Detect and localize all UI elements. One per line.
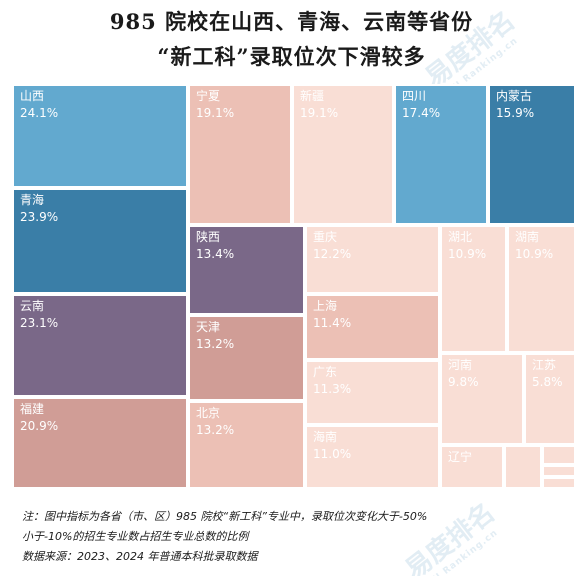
treemap-cell-value: 11.3% [313, 382, 352, 396]
treemap-cell-value: 19.1% [196, 106, 235, 120]
treemap-cell-value: 12.2% [313, 247, 352, 261]
treemap-cell-name: 四川 [402, 89, 427, 103]
treemap-cell: 江苏 5.8% [524, 353, 576, 445]
treemap-cell: 海南 11.0% [305, 425, 440, 489]
treemap-cell: 福建 20.9% [12, 397, 188, 489]
treemap-cell: 陕西 13.4% [188, 225, 305, 315]
treemap-cell-name: 福建 [20, 402, 45, 416]
treemap-cell-value: 23.9% [20, 210, 59, 224]
treemap-cell-value: 13.2% [196, 423, 235, 437]
treemap-cell-name: 上海 [313, 299, 338, 313]
treemap-cell: 天津 13.2% [188, 315, 305, 401]
treemap-cell-value: 13.4% [196, 247, 235, 261]
treemap-cell-name: 辽宁 [448, 450, 473, 464]
treemap-cell-value: 20.9% [20, 419, 59, 433]
footnote-line-1: 注：图中指标为各省（市、区）985 院校“新工科”专业中，录取位次变化大于-50… [22, 510, 428, 523]
treemap-cell [542, 445, 576, 465]
treemap-cell: 上海 11.4% [305, 294, 440, 360]
treemap-cell-name: 江苏 [532, 358, 557, 372]
treemap-cell-name: 北京 [196, 406, 221, 420]
treemap-cell: 内蒙古 15.9% [488, 84, 576, 225]
treemap-cell-value: 11.4% [313, 316, 352, 330]
treemap-cell: 青海 23.9% [12, 188, 188, 294]
treemap-cell-name: 重庆 [313, 230, 338, 244]
treemap-cell-name: 河南 [448, 358, 473, 372]
treemap-cell-value: 10.9% [448, 247, 487, 261]
treemap-cell: 北京 13.2% [188, 401, 305, 489]
treemap-cell-value: 24.1% [20, 106, 59, 120]
treemap-cell: 河南 9.8% [440, 353, 524, 445]
treemap-cell: 湖北 10.9% [440, 225, 507, 353]
chart-title-line-1: 985 院校在山西、青海、云南等省份 [109, 9, 474, 34]
treemap-cell-value: 13.2% [196, 337, 235, 351]
treemap-cell-name: 宁夏 [196, 89, 221, 103]
treemap-cell: 重庆 12.2% [305, 225, 440, 294]
treemap-cell-value: 17.4% [402, 106, 441, 120]
treemap-cell-name: 湖南 [515, 230, 540, 244]
treemap-cell-value: 10.9% [515, 247, 554, 261]
treemap-cell-name: 新疆 [300, 89, 325, 103]
source-note: 数据来源：2023、2024 年普通本科批录取数据 [22, 550, 258, 563]
treemap-cell-name: 天津 [196, 320, 221, 334]
treemap-cell: 四川 17.4% [394, 84, 488, 225]
treemap-cell-value: 11.0% [313, 447, 352, 461]
treemap-cell-value: 9.8% [448, 375, 479, 389]
treemap-cell-name: 广东 [313, 365, 338, 379]
footnote-line-2: 小于-10%的招生专业数占招生专业总数的比例 [22, 530, 249, 543]
treemap-cell-name: 云南 [20, 299, 45, 313]
treemap-cell-name: 陕西 [196, 230, 221, 244]
treemap-cell-value: 19.1% [300, 106, 339, 120]
treemap-cell [542, 465, 576, 477]
treemap-cell: 湖南 10.9% [507, 225, 576, 353]
treemap-cell-value: 15.9% [496, 106, 535, 120]
treemap-cell: 辽宁 [440, 445, 504, 489]
treemap-cell: 宁夏 19.1% [188, 84, 292, 225]
treemap-cell-name: 湖北 [448, 230, 473, 244]
treemap-cell-name: 青海 [20, 193, 45, 207]
treemap-cell-name: 海南 [313, 430, 338, 444]
treemap-cell: 新疆 19.1% [292, 84, 394, 225]
treemap-cell: 广东 11.3% [305, 360, 440, 425]
treemap-cell-value: 5.8% [532, 375, 563, 389]
treemap-cell: 云南 23.1% [12, 294, 188, 397]
treemap-cell [542, 477, 576, 489]
treemap-cell-name: 内蒙古 [496, 89, 533, 103]
treemap-cell-value: 23.1% [20, 316, 59, 330]
treemap-cell-name: 山西 [20, 89, 45, 103]
treemap-cell [504, 445, 542, 489]
treemap-cell: 山西 24.1% [12, 84, 188, 188]
chart-title-line-2: “新工科”录取位次下滑较多 [157, 44, 426, 69]
